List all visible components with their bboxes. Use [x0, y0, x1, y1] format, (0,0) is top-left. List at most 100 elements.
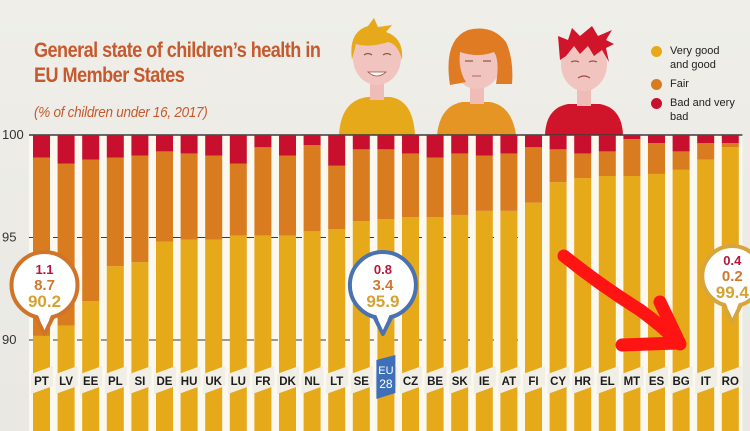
- bar-good-LT: [328, 229, 346, 431]
- callout-pointer-fill: [36, 312, 53, 330]
- bar-fair-SK: [451, 153, 469, 215]
- category-label: DK: [279, 376, 296, 388]
- callout-good-value: 95.9: [366, 292, 399, 311]
- category-label: ES: [649, 376, 665, 388]
- callout-pointer-fill: [374, 312, 391, 330]
- axis-break: [670, 366, 693, 394]
- category-label: HR: [574, 376, 591, 388]
- bar-good-SE: [352, 221, 370, 431]
- category-label: RO: [722, 376, 739, 388]
- bar-bad-SI: [131, 135, 149, 156]
- category-label: SE: [354, 376, 370, 388]
- bar-bad-UK: [205, 135, 223, 156]
- bar-good-AT: [500, 210, 518, 431]
- chart-title: General state of children’s health in EU…: [34, 39, 321, 87]
- bar-bad-BG: [672, 135, 690, 152]
- axis-break: [178, 366, 201, 394]
- axis-break: [424, 366, 447, 394]
- bar-good-DK: [279, 235, 296, 431]
- category-label: NL: [304, 376, 319, 388]
- bar-fair-SI: [131, 155, 149, 263]
- category-label: LT: [330, 376, 343, 388]
- bar-fair-EE: [82, 159, 100, 302]
- bar-bad-RO: [721, 135, 739, 144]
- bar-fair-RO: [721, 143, 739, 148]
- category-label: EE: [83, 376, 99, 388]
- bar-fair-HU: [180, 153, 198, 240]
- callout-bad-value: 0.4: [723, 253, 742, 268]
- bar-fair-BE: [426, 157, 444, 217]
- bar-bad-PT: [33, 135, 50, 158]
- y-tick-label: 100: [2, 127, 24, 142]
- bar-fair-EL: [598, 151, 616, 176]
- bar-fair-AT: [500, 153, 518, 211]
- axis-break: [277, 366, 299, 394]
- bar-good-BG: [672, 169, 690, 431]
- bar-good-EE: [82, 301, 100, 431]
- category-label: BG: [672, 376, 689, 388]
- bar-bad-EE: [82, 135, 100, 160]
- legend-label-fair: Fair: [670, 78, 689, 90]
- y-tick-label: 90: [2, 332, 16, 347]
- bar-good-CY: [549, 182, 567, 431]
- bar-bad-IT: [697, 135, 715, 144]
- bar-bad-SE: [352, 135, 370, 150]
- bar-fair-DK: [279, 155, 296, 236]
- bar-bad-FI: [525, 135, 542, 148]
- bar-fair-UK: [205, 155, 223, 240]
- bar-good-HU: [180, 239, 198, 431]
- category-label: CZ: [403, 376, 418, 388]
- bar-bad-PL: [106, 135, 124, 158]
- axis-break: [227, 366, 250, 394]
- axis-break: [596, 366, 619, 394]
- legend-dot-fair: [651, 79, 662, 90]
- bar-good-PL: [106, 266, 124, 431]
- bar-bad-EL: [598, 135, 616, 152]
- bar-good-NL: [303, 231, 321, 431]
- bar-good-IE: [475, 210, 493, 431]
- children-illustration: [339, 18, 623, 135]
- category-label: EL: [600, 376, 615, 388]
- bar-fair-LT: [328, 165, 346, 230]
- category-label: AT: [502, 376, 516, 388]
- category-label: LU: [231, 376, 246, 388]
- axis-break: [449, 366, 472, 394]
- bar-good-IT: [697, 159, 715, 431]
- axis-break: [252, 366, 275, 394]
- bar-good-HR: [574, 178, 592, 431]
- legend-label-bad: Bad and very bad: [670, 97, 735, 123]
- bar-good-EL: [598, 176, 616, 431]
- y-tick-labels: 100 95 90: [2, 127, 24, 347]
- axis-break: [547, 366, 570, 394]
- bar-good-DE: [156, 241, 173, 431]
- bar-bad-NL: [303, 135, 321, 146]
- bar-fair-IE: [475, 155, 493, 211]
- axis-break: [104, 366, 127, 394]
- neutral-child-icon: [437, 28, 516, 135]
- axis-break: [31, 366, 53, 394]
- eu28-badge: [376, 355, 396, 399]
- bar-bad-HR: [574, 135, 592, 154]
- callout-fair-value: 3.4: [372, 277, 394, 294]
- bar-fair-FI: [525, 147, 542, 203]
- bar-good-LU: [229, 235, 247, 431]
- bar-good-FR: [254, 235, 272, 431]
- callout-eu28: 0.83.495.9: [347, 250, 418, 336]
- bar-bad-IE: [475, 135, 493, 156]
- category-label: SI: [134, 376, 145, 388]
- bar-fair-LU: [229, 163, 247, 236]
- category-label: UK: [205, 376, 222, 388]
- axis-break: [203, 366, 226, 394]
- category-label: CY: [550, 376, 566, 388]
- bar-fair-CY: [549, 149, 567, 183]
- bar-good-SI: [131, 262, 149, 431]
- bar-bad-DE: [156, 135, 173, 152]
- bar-bad-HU: [180, 135, 198, 154]
- bar-fair-PL: [106, 157, 124, 267]
- bar-fair-IT: [697, 143, 715, 160]
- legend-label-good: Very good and good: [670, 45, 720, 71]
- callout-ro: 0.40.299.4: [700, 244, 750, 324]
- axis-break: [473, 366, 496, 394]
- axis-break: [695, 366, 718, 394]
